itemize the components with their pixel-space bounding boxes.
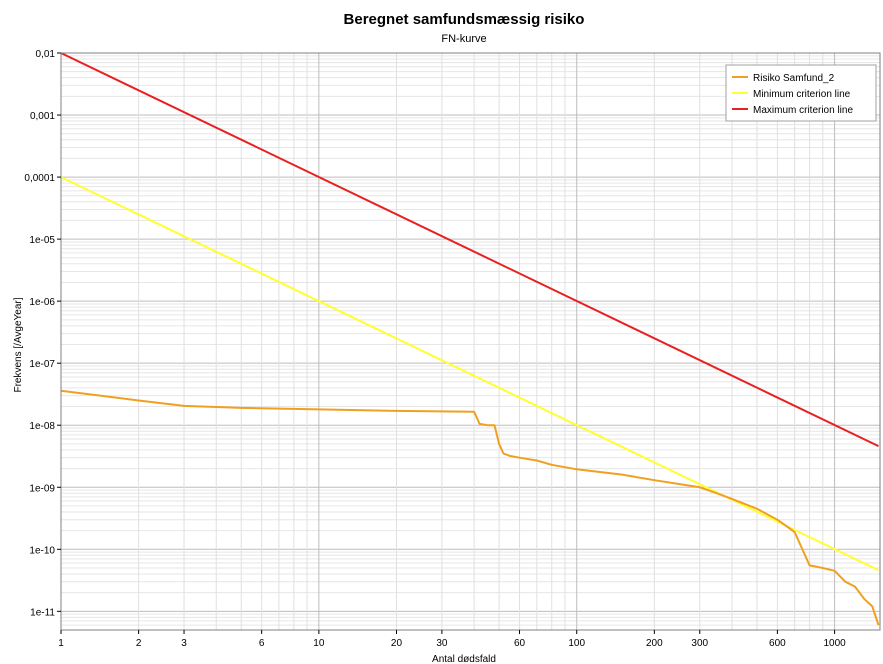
y-tick-label: 1e-07 — [29, 359, 55, 370]
x-tick-label: 600 — [769, 638, 786, 649]
x-tick-label: 6 — [259, 638, 265, 649]
series-line-risiko-samfund-2 — [60, 389, 880, 626]
x-tick-label: 3 — [181, 638, 187, 649]
y-tick-label: 1e-08 — [29, 421, 55, 432]
y-tick-label: 1e-11 — [30, 607, 55, 618]
grid-lines — [60, 52, 880, 631]
legend-box — [725, 64, 877, 122]
plot-area — [60, 52, 881, 631]
chart-subtitle: FN-kurve — [441, 33, 486, 45]
x-tick-label: 2 — [136, 638, 142, 649]
chart-title: Beregnet samfundsmæssig risiko — [344, 11, 585, 28]
x-tick-label: 20 — [391, 638, 403, 649]
legend-entry: Maximum criterion line — [753, 105, 853, 116]
x-tick-label: 300 — [691, 638, 708, 649]
y-tick-label: 1e-05 — [29, 235, 55, 246]
x-tick-label: 100 — [568, 638, 585, 649]
legend: Risiko Samfund_2 Minimum criterion line Ma… — [725, 64, 877, 122]
x-tick-label: 1000 — [823, 638, 846, 649]
x-tick-label: 200 — [646, 638, 663, 649]
x-tick-label: 1 — [58, 638, 64, 649]
x-axis-label: Antal dødsfald — [432, 654, 496, 664]
y-axis-ticks: 0,01 0,001 0,0001 1e-05 1e-06 1e-07 1e-08 1e-09… — [24, 49, 61, 618]
y-axis-label: Frekvens [/AvgeYear] — [13, 297, 24, 392]
y-tick-label: 1e-10 — [29, 545, 55, 556]
legend-entry: Minimum criterion line — [753, 89, 851, 100]
y-tick-label: 1e-09 — [29, 483, 55, 494]
y-tick-label: 1e-06 — [29, 297, 55, 308]
x-axis-ticks: 1 2 3 6 10 20 30 60 100 200 300 600 1000 — [58, 630, 846, 649]
series-line-maximum-criterion-line — [60, 52, 879, 448]
series-line-minimum-criterion-line — [60, 176, 879, 572]
series-lines — [60, 52, 880, 626]
legend-entry: Risiko Samfund_2 — [753, 73, 835, 84]
x-tick-label: 30 — [436, 638, 448, 649]
y-tick-label: 0,01 — [36, 49, 56, 60]
x-tick-label: 60 — [514, 638, 526, 649]
x-tick-label: 10 — [313, 638, 325, 649]
y-tick-label: 0,001 — [30, 111, 55, 122]
y-tick-label: 0,0001 — [24, 173, 55, 184]
